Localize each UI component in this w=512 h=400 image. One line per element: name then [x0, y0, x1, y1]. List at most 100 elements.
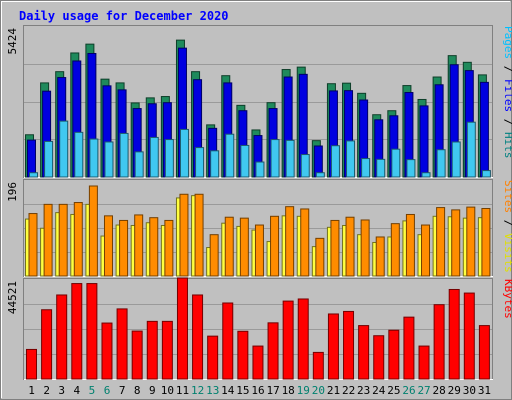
bar-kbytes-day-2 — [41, 309, 53, 380]
bar-kbytes-day-28 — [433, 304, 445, 380]
bar-sites-day-13 — [209, 234, 219, 277]
bar-kbytes-day-6 — [101, 322, 113, 380]
series-pages — [29, 120, 491, 178]
bar-sites-day-5 — [88, 185, 98, 277]
bar-kbytes-day-10 — [161, 320, 173, 380]
x-tick-label-day-23: 23 — [357, 384, 370, 397]
chart-panels: 5424 Pages / Files / Hits 196 Sites / Visit… — [6, 25, 512, 380]
x-tick-label-day-6: 6 — [104, 384, 111, 397]
bar-kbytes-day-31 — [478, 325, 490, 380]
panel-side-label: KBytes — [502, 279, 512, 319]
side-label-part: Hits — [502, 132, 512, 159]
panel-side-label: Sites / Visits — [502, 180, 512, 273]
bar-pages-day-4 — [74, 131, 84, 178]
bar-kbytes-day-16 — [252, 345, 264, 380]
bar-sites-day-26 — [405, 213, 415, 277]
bar-kbytes-day-19 — [297, 298, 309, 380]
bar-sites-day-8 — [134, 214, 144, 277]
bar-sites-day-11 — [179, 193, 189, 277]
bar-sites-day-28 — [436, 207, 446, 277]
bar-pages-day-28 — [436, 149, 446, 178]
bar-pages-day-1 — [29, 172, 38, 178]
bar-pages-day-12 — [195, 147, 205, 178]
chart-title: Daily usage for December 2020 — [19, 9, 229, 23]
x-tick-label-day-25: 25 — [387, 384, 400, 397]
bar-sites-day-31 — [481, 208, 491, 277]
bar-sites-day-4 — [73, 202, 83, 277]
bar-kbytes-day-3 — [56, 294, 68, 380]
x-tick-label-day-2: 2 — [43, 384, 50, 397]
bar-pages-day-29 — [451, 141, 461, 178]
bar-kbytes-day-27 — [418, 345, 430, 380]
bar-pages-day-16 — [255, 161, 265, 178]
bar-pages-day-7 — [119, 132, 129, 178]
bar-kbytes-day-9 — [146, 320, 158, 380]
panel-middle: 196 Sites / Visits — [6, 179, 512, 277]
panel-max-label: 196 — [6, 182, 19, 202]
panel-max-label: 44521 — [6, 281, 19, 314]
bar-kbytes-day-25 — [388, 329, 400, 380]
bar-pages-day-14 — [225, 133, 235, 178]
bar-sites-day-9 — [149, 217, 159, 277]
x-tick-label-day-15: 15 — [236, 384, 249, 397]
x-tick-label-day-8: 8 — [134, 384, 141, 397]
series-kbytes — [26, 277, 490, 380]
bar-sites-day-7 — [119, 219, 129, 277]
bar-kbytes-day-17 — [267, 322, 279, 380]
bar-pages-day-24 — [376, 158, 386, 178]
bar-pages-day-10 — [164, 139, 174, 178]
bar-files-day-1 — [27, 139, 36, 178]
x-tick-label-day-10: 10 — [161, 384, 174, 397]
bar-sites-day-10 — [164, 219, 174, 277]
x-tick-label-day-9: 9 — [149, 384, 156, 397]
side-label-part: Visits — [502, 233, 512, 273]
x-tick-label-day-30: 30 — [463, 384, 476, 397]
bar-pages-day-2 — [44, 140, 54, 178]
bar-kbytes-day-7 — [116, 308, 128, 380]
bar-kbytes-day-15 — [237, 330, 249, 380]
x-tick-label-day-22: 22 — [342, 384, 355, 397]
x-tick-label-day-13: 13 — [206, 384, 219, 397]
bar-pages-day-17 — [270, 139, 280, 178]
x-tick-label-day-26: 26 — [402, 384, 415, 397]
bar-sites-day-1 — [28, 213, 38, 277]
bar-pages-day-30 — [466, 121, 476, 178]
bar-kbytes-day-11 — [176, 277, 188, 380]
bar-sites-day-14 — [224, 216, 234, 277]
x-axis-labels: 1 2 3 4 5 6 7 8 9 10 11 12 13 14 15 16 17 18 19 20 21 22 23 24 2… — [28, 384, 491, 397]
bar-sites-day-16 — [254, 224, 264, 277]
bar-sites-day-18 — [285, 206, 295, 277]
bar-sites-day-23 — [360, 219, 370, 277]
bar-sites-day-6 — [103, 215, 113, 277]
x-tick-label-day-20: 20 — [312, 384, 325, 397]
bar-sites-day-3 — [58, 203, 68, 277]
x-tick-label-day-7: 7 — [119, 384, 126, 397]
bar-kbytes-day-29 — [448, 288, 460, 380]
bar-sites-day-29 — [451, 209, 461, 277]
bar-pages-day-22 — [346, 140, 356, 178]
side-label-part: KBytes — [502, 279, 512, 319]
x-tick-label-day-27: 27 — [417, 384, 430, 397]
bar-sites-day-27 — [421, 224, 431, 277]
x-tick-label-day-24: 24 — [372, 384, 386, 397]
bar-files-day-31 — [479, 81, 489, 178]
bar-kbytes-day-21 — [327, 313, 339, 380]
bar-sites-day-24 — [375, 236, 385, 277]
side-label-part: / — [502, 59, 512, 79]
bar-sites-day-30 — [466, 206, 476, 277]
bar-pages-day-15 — [240, 144, 250, 178]
bar-kbytes-day-14 — [222, 302, 234, 380]
bar-pages-day-6 — [104, 141, 114, 178]
bar-pages-day-5 — [89, 138, 99, 178]
x-tick-label-day-29: 29 — [448, 384, 461, 397]
bar-files-day-27 — [419, 105, 429, 178]
bar-kbytes-day-26 — [403, 316, 415, 380]
bar-pages-day-19 — [300, 154, 310, 178]
bar-kbytes-day-5 — [86, 283, 98, 380]
side-label-part: Sites — [502, 180, 512, 213]
x-tick-label-day-3: 3 — [58, 384, 65, 397]
bar-kbytes-day-20 — [312, 351, 324, 380]
